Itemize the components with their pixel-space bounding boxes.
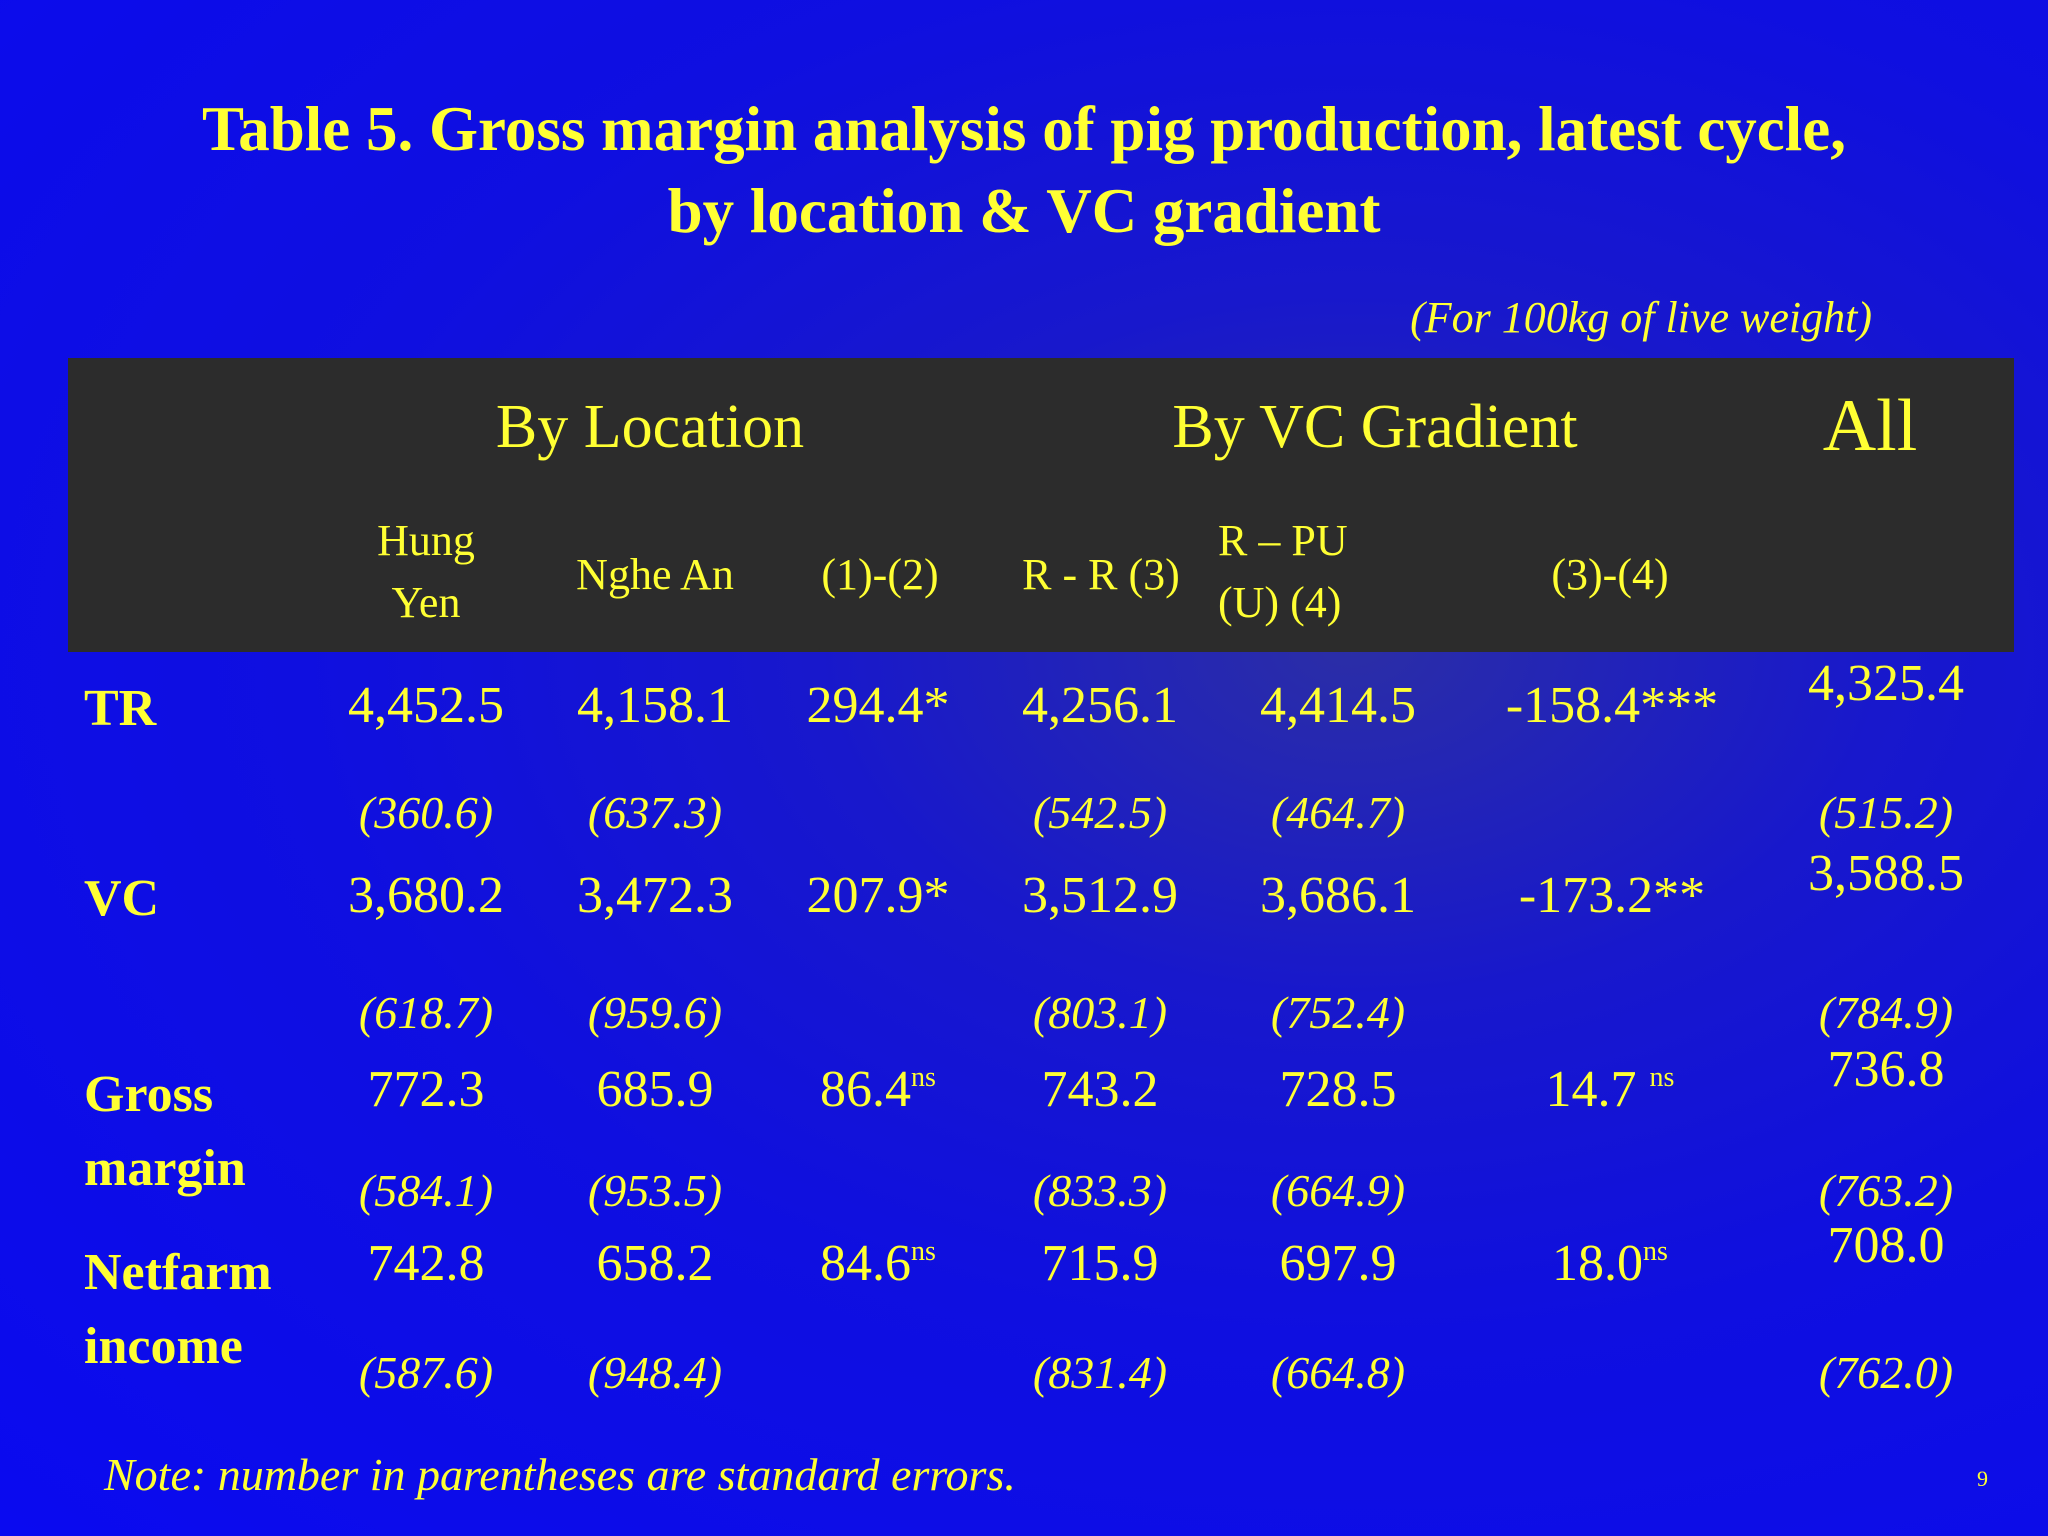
table-cell-se: (464.7) — [1270, 787, 1406, 838]
group-header-all: All — [1822, 385, 1918, 467]
unit-note: (For 100kg of live weight) — [1410, 293, 1872, 342]
table-cell: 736.8 — [1827, 1041, 1945, 1098]
col-rpu4-line2: (U) (4) — [1218, 578, 1342, 627]
table-cell: 728.5 — [1279, 1061, 1397, 1118]
significance-superscript: ns — [1643, 1236, 1668, 1267]
table-cell-se: (948.4) — [587, 1347, 723, 1398]
table-cell: 3,588.5 — [1808, 845, 1964, 902]
table-cell-se: (618.7) — [358, 987, 494, 1038]
table-cell-se: (542.5) — [1032, 787, 1168, 838]
title-line-2: by location & VC gradient — [667, 176, 1381, 246]
row-label-gross-margin-line1: Gross — [84, 1066, 214, 1123]
row-label-netfarm-line1: Netfarm — [84, 1244, 272, 1301]
table-cell: 84.6ns — [768, 1234, 988, 1293]
col-hung-yen: Hung Yen — [326, 510, 526, 634]
group-header-location: By Location — [495, 393, 805, 461]
table-cell-se: (664.9) — [1270, 1165, 1406, 1216]
table-cell-se: (752.4) — [1270, 987, 1406, 1038]
table-cell: 294.4* — [806, 677, 950, 734]
col-nghe-an: Nghe An — [576, 550, 734, 599]
table-cell: 14.7 ns — [1500, 1060, 1720, 1119]
table-cell-se: (664.8) — [1270, 1347, 1406, 1398]
table-cell: 742.8 — [367, 1235, 485, 1292]
significance-superscript: ns — [911, 1062, 936, 1093]
table-cell: -173.2** — [1518, 867, 1706, 924]
table-cell-se: (953.5) — [587, 1165, 723, 1216]
col-hung-yen-line1: Hung — [377, 516, 475, 565]
table-cell: 708.0 — [1827, 1217, 1945, 1274]
table-cell-se: (833.3) — [1032, 1165, 1168, 1216]
col-rr3: R - R (3) — [1022, 550, 1180, 599]
table-cell: 685.9 — [596, 1061, 714, 1118]
table-cell: 18.0ns — [1500, 1234, 1720, 1293]
table-cell: 207.9* — [806, 867, 950, 924]
table-cell-se: (762.0) — [1818, 1347, 1954, 1398]
cell-value: 14.7 — [1545, 1061, 1637, 1118]
table-cell: 4,256.1 — [1022, 677, 1178, 734]
row-label-netfarm-line2: income — [84, 1318, 243, 1375]
title-line-1: Table 5. Gross margin analysis of pig pr… — [202, 94, 1846, 164]
row-label-tr: TR — [84, 680, 157, 737]
row-label-vc: VC — [84, 870, 160, 927]
table-cell-se: (831.4) — [1032, 1347, 1168, 1398]
table-cell: 4,158.1 — [577, 677, 733, 734]
significance-superscript: ns — [911, 1236, 936, 1267]
table-cell-se: (763.2) — [1818, 1165, 1954, 1216]
table-cell-se: (637.3) — [587, 787, 723, 838]
table-cell-se: (803.1) — [1032, 987, 1168, 1038]
table-cell: 658.2 — [596, 1235, 714, 1292]
table-cell: -158.4*** — [1505, 677, 1719, 734]
table-cell: 4,414.5 — [1260, 677, 1416, 734]
table-cell: 4,325.4 — [1808, 655, 1964, 712]
table-cell: 697.9 — [1279, 1235, 1397, 1292]
significance-superscript: ns — [1649, 1062, 1675, 1093]
table-cell: 3,512.9 — [1022, 867, 1178, 924]
row-label-gross-margin-line2: margin — [84, 1140, 246, 1197]
slide-title: Table 5. Gross margin analysis of pig pr… — [0, 88, 2048, 252]
table-cell: 86.4ns — [768, 1060, 988, 1119]
col-rpu4-line1: R – PU — [1218, 516, 1348, 565]
table-cell: 772.3 — [367, 1061, 485, 1118]
table-cell-se: (360.6) — [358, 787, 494, 838]
table-cell: 4,452.5 — [348, 677, 504, 734]
cell-value: 86.4 — [820, 1061, 912, 1118]
table-cell: 743.2 — [1041, 1061, 1159, 1118]
table-header-band — [68, 358, 2014, 652]
col-diff-1-2: (1)-(2) — [821, 550, 939, 599]
col-rpu4: R – PU (U) (4) — [1218, 510, 1388, 634]
col-hung-yen-line2: Yen — [391, 578, 461, 627]
cell-value: 84.6 — [820, 1235, 912, 1292]
col-diff-3-4: (3)-(4) — [1551, 550, 1669, 599]
row-label-gross-margin: Gross margin — [84, 1058, 246, 1206]
group-header-vc-gradient: By VC Gradient — [1172, 393, 1578, 461]
table-cell-se: (515.2) — [1818, 787, 1954, 838]
cell-value: 18.0 — [1552, 1235, 1644, 1292]
table-cell-se: (584.1) — [358, 1165, 494, 1216]
row-label-netfarm-income: Netfarm income — [84, 1236, 272, 1384]
table-cell: 3,680.2 — [348, 867, 504, 924]
table-cell-se: (959.6) — [587, 987, 723, 1038]
table-cell-se: (587.6) — [358, 1347, 494, 1398]
table-cell: 3,686.1 — [1260, 867, 1416, 924]
table-cell-se: (784.9) — [1818, 987, 1954, 1038]
table-cell: 715.9 — [1041, 1235, 1159, 1292]
table-cell: 3,472.3 — [577, 867, 733, 924]
footnote: Note: number in parentheses are standard… — [104, 1449, 1016, 1500]
page-number: 9 — [1977, 1466, 1988, 1491]
